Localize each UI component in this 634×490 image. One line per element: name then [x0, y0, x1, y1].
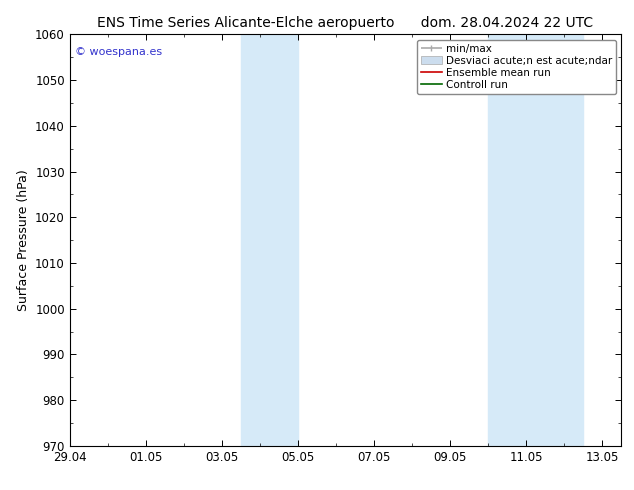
Legend: min/max, Desviaci acute;n est acute;ndar, Ensemble mean run, Controll run: min/max, Desviaci acute;n est acute;ndar… — [417, 40, 616, 94]
Bar — [241, 34, 298, 446]
Y-axis label: Surface Pressure (hPa): Surface Pressure (hPa) — [16, 169, 30, 311]
Bar — [488, 34, 583, 446]
Title: ENS Time Series Alicante-Elche aeropuerto      dom. 28.04.2024 22 UTC: ENS Time Series Alicante-Elche aeropuert… — [98, 16, 593, 30]
Text: © woespana.es: © woespana.es — [75, 47, 162, 57]
